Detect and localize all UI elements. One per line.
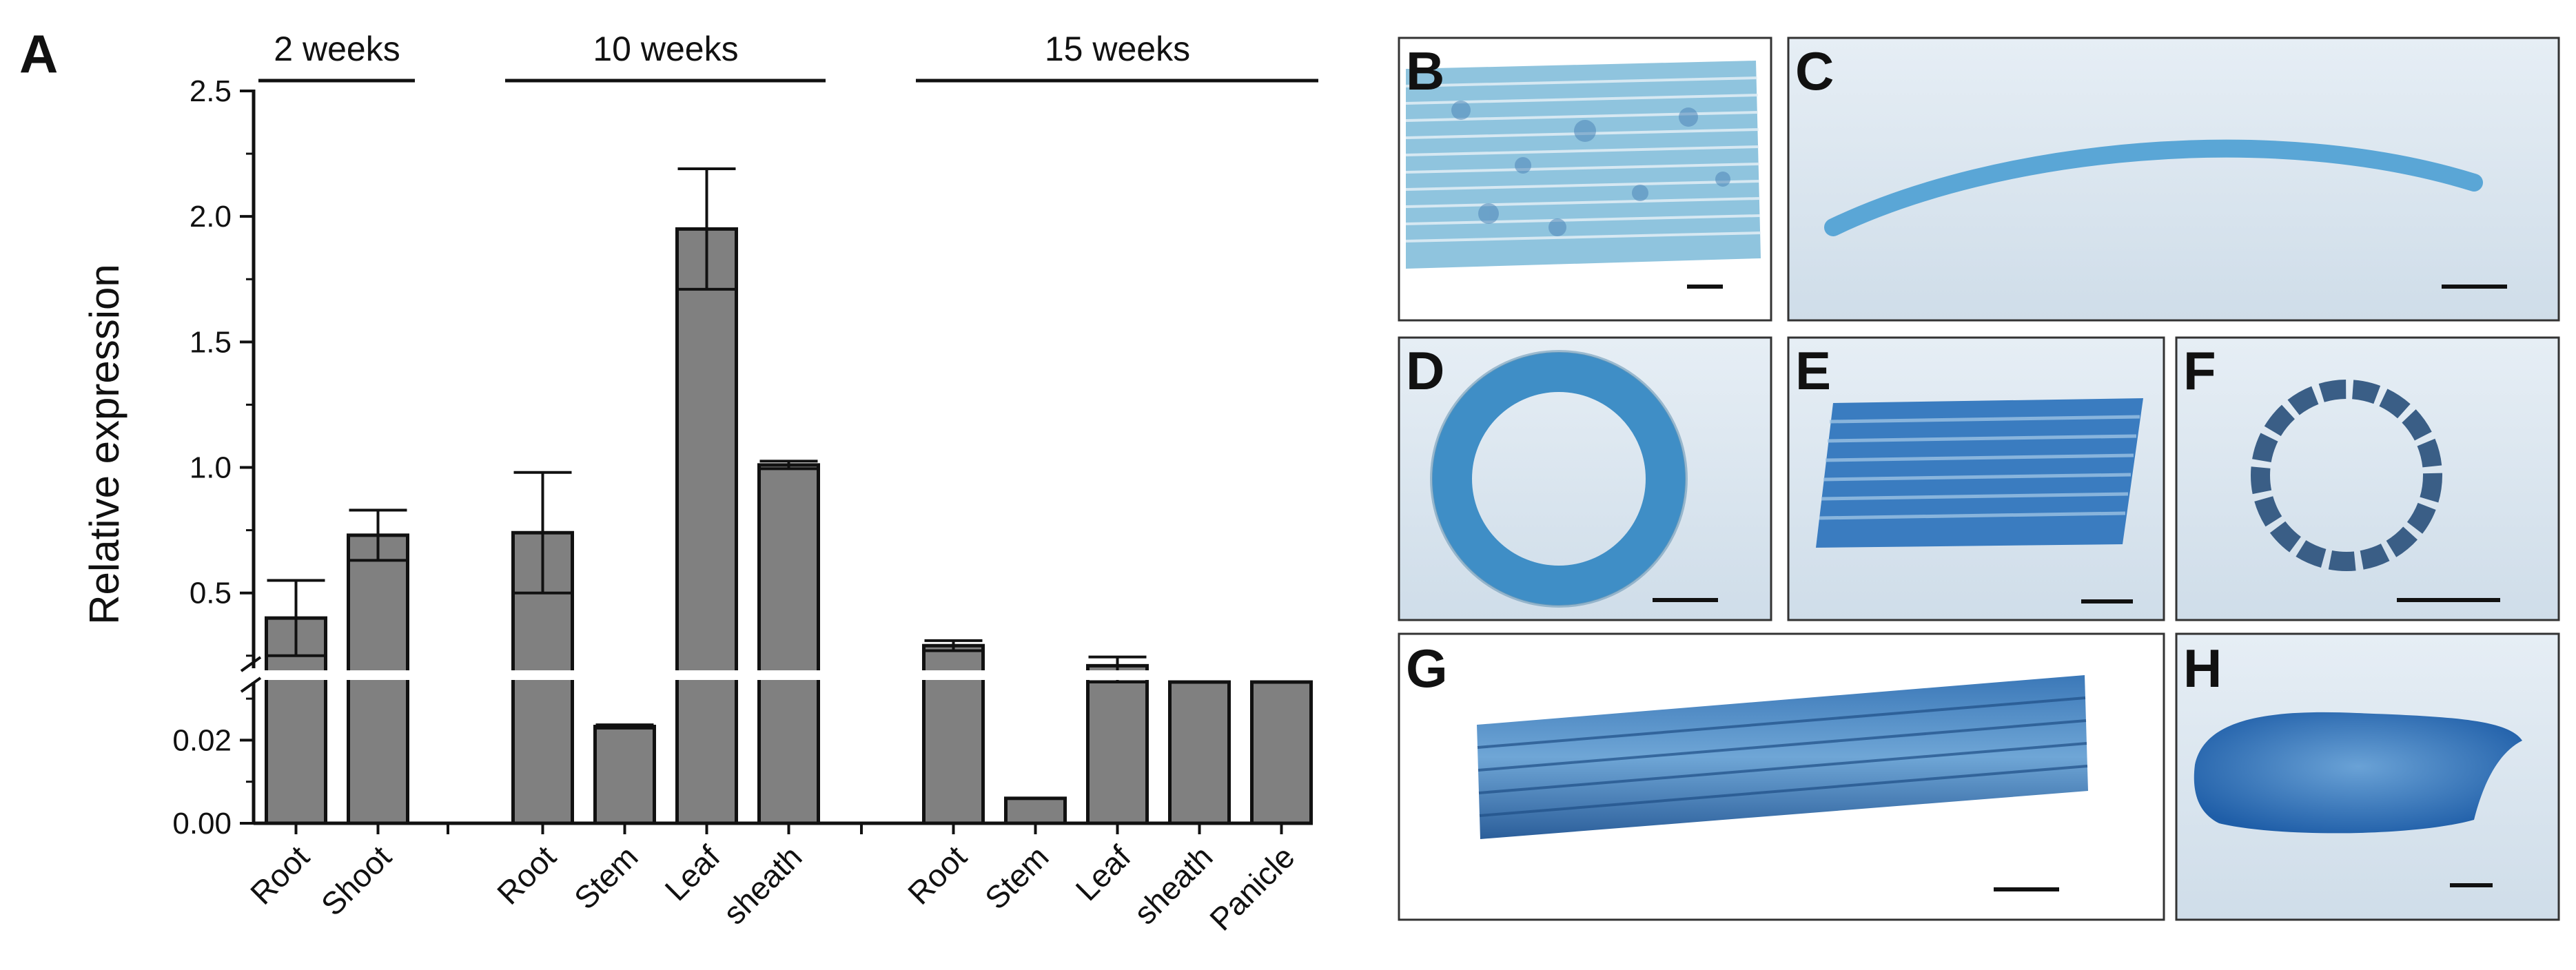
bar [757, 463, 820, 825]
leaf-blade-image [1405, 61, 1761, 269]
group-label: 2 weeks [274, 30, 400, 68]
x-category-label: Shoot [314, 838, 398, 922]
panel-label-h: H [2183, 638, 2222, 699]
x-category-label: Panicle [1203, 838, 1301, 937]
bar [1250, 680, 1313, 825]
bar [1168, 680, 1231, 825]
bar [675, 227, 738, 825]
x-category-label: Stem [567, 838, 645, 916]
axis-break-band [233, 670, 1316, 680]
group-label: 10 weeks [593, 30, 738, 68]
x-category-label: Root [901, 838, 974, 911]
panel-label-b: B [1406, 41, 1444, 101]
panicle-seed-image [2194, 712, 2522, 834]
stem-cross-section-image [1432, 352, 1686, 606]
root-image [1824, 139, 2483, 236]
bars [265, 167, 1313, 825]
y-tick-label: 0.5 [190, 577, 232, 610]
panel-label-a: A [19, 23, 58, 84]
panel-label-g: G [1406, 638, 1448, 699]
axis-break-mark [240, 677, 262, 693]
sheath-cross-section-image [2251, 380, 2442, 571]
x-category-label: Root [490, 838, 563, 911]
panel-label-d: D [1406, 340, 1444, 401]
photo-panel-g: G [1398, 632, 2165, 921]
group-headers: 2 weeks 10 weeks 15 weeks [258, 30, 1318, 83]
panel-label-f: F [2183, 340, 2216, 401]
photo-panel-f: F [2175, 336, 2560, 621]
photo-panel-d: D [1398, 336, 1772, 621]
scale-bar [1994, 887, 2059, 891]
photo-panel-h: H [2175, 632, 2560, 921]
panel-label-e: E [1795, 340, 1831, 401]
x-category-label: Leaf [657, 838, 726, 907]
axis-break-mark [240, 656, 262, 672]
photo-panel-e: E [1787, 336, 2165, 621]
panel-label-c: C [1795, 41, 1834, 101]
scale-bar [2450, 883, 2493, 887]
bar-chart: A Relative expression 2 weeks 10 weeks 15 … [19, 23, 1318, 938]
scale-bar [2081, 599, 2133, 603]
group-label: 15 weeks [1045, 30, 1190, 68]
photo-panel-b: B [1398, 37, 1772, 322]
y-tick-label: 0.00 [172, 807, 232, 840]
bar [593, 725, 656, 825]
scale-bar [1653, 598, 1718, 602]
photo-panels: B C D [1398, 37, 2560, 921]
leaf-sheath-image [1477, 675, 2088, 839]
y-tick-label: 1.5 [190, 325, 232, 359]
y-ticks: 2.5 2.0 1.5 1.0 0.5 0.02 0.00 [172, 74, 254, 840]
x-category-label: sheath [716, 838, 808, 931]
stem-section-image [1816, 398, 2143, 548]
scale-bar [2442, 285, 2507, 289]
x-category-label: sheath [1127, 838, 1219, 931]
scale-bar [1687, 285, 1723, 289]
x-category-label: Stem [978, 838, 1056, 916]
axes [233, 90, 1316, 834]
photo-panel-c: C [1787, 37, 2560, 322]
y-tick-label: 2.5 [190, 74, 232, 108]
y-tick-label: 0.02 [172, 723, 232, 757]
scale-bar [2397, 598, 2500, 602]
y-tick-label: 1.0 [190, 451, 232, 485]
x-category-label: Root [243, 838, 316, 911]
bar [1086, 663, 1149, 825]
y-tick-label: 2.0 [190, 200, 232, 234]
y-axis-title: Relative expression [81, 264, 127, 625]
x-category-label: Leaf [1068, 838, 1137, 907]
bar [1004, 796, 1067, 825]
